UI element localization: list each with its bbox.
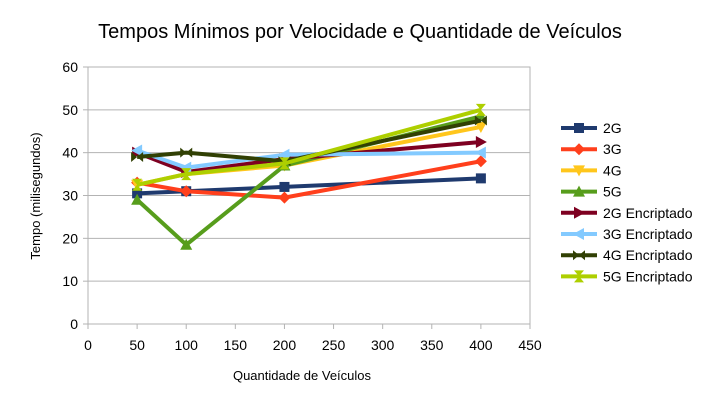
legend-swatch-marker — [574, 206, 585, 219]
legend-item-4g: 4G — [561, 162, 622, 178]
data-point-5g-encriptado — [132, 178, 143, 191]
legend-label: 5G Encriptado — [603, 268, 693, 284]
x-tick-label: 50 — [129, 337, 145, 353]
x-tick-label: 0 — [84, 337, 92, 353]
legend-label: 2G — [603, 120, 622, 136]
x-tick-label: 150 — [224, 337, 248, 353]
y-tick-label: 40 — [62, 145, 78, 161]
data-point-4g-encriptado — [474, 115, 487, 126]
legend-swatch-marker — [574, 270, 584, 283]
x-axis-label: Quantidade de Veículos — [233, 368, 372, 383]
data-point-5g — [131, 193, 144, 205]
legend-item-3g: 3G — [561, 141, 622, 157]
legend-label: 4G Encriptado — [603, 247, 693, 263]
x-tick-label: 300 — [371, 337, 395, 353]
legend-item-5g: 5G — [561, 184, 622, 200]
series-line-3g — [136, 159, 482, 200]
data-point-2g — [132, 188, 143, 199]
series-line-2g — [137, 176, 481, 196]
data-point-5g-encriptado — [279, 157, 290, 170]
legend-label: 3G — [603, 141, 622, 157]
x-tick-label: 100 — [175, 337, 199, 353]
series-line-2g-encriptado — [136, 139, 482, 174]
data-point-2g — [475, 173, 486, 184]
y-tick-label: 60 — [62, 59, 78, 75]
data-point-4g — [474, 121, 487, 133]
data-point-5g-encriptado — [181, 168, 192, 181]
series-line-4g-encriptado — [136, 118, 482, 164]
legend-item-2g-encriptado: 2G Encriptado — [561, 205, 693, 221]
legend-label: 5G — [603, 184, 622, 200]
data-point-3g — [278, 191, 291, 204]
legend-label: 3G Encriptado — [603, 226, 693, 242]
legend-item-3g-encriptado: 3G Encriptado — [561, 226, 693, 242]
y-tick-label: 50 — [62, 102, 78, 118]
legend-label: 2G Encriptado — [603, 205, 693, 221]
x-tick-label: 350 — [420, 337, 444, 353]
x-tick-label: 250 — [322, 337, 346, 353]
series-line-5g-encriptado — [136, 107, 482, 187]
y-axis-label: Tempo (milisegundos) — [28, 132, 43, 259]
legend-swatch-marker — [573, 228, 584, 240]
data-point-2g — [279, 181, 290, 192]
data-point-3g-encriptado — [131, 144, 143, 157]
data-point-4g-encriptado — [180, 147, 193, 158]
legend-item-2g: 2G — [561, 120, 622, 136]
data-point-3g — [474, 155, 487, 168]
legend-item-4g-encriptado: 4G Encriptado — [561, 247, 693, 263]
y-tick-label: 0 — [70, 316, 78, 332]
legend-swatch-marker — [573, 143, 585, 156]
series-5g-encriptado — [132, 103, 486, 191]
legend-label: 4G — [603, 162, 622, 178]
data-point-3g — [180, 185, 193, 198]
x-tick-label: 200 — [273, 337, 297, 353]
series-line-3g-encriptado — [136, 148, 481, 170]
legend-swatch-marker — [574, 123, 584, 133]
x-tick-label: 450 — [518, 337, 542, 353]
data-point-2g-encriptado — [475, 135, 487, 148]
chart-title: Tempos Mínimos por Velocidade e Quantida… — [98, 21, 622, 43]
legend-swatch-marker — [573, 185, 585, 197]
legend-swatch-marker — [573, 165, 585, 177]
plot-area: 0 10 20 30 40 50 60 0 50 100 150 200 250 300 350 400 450 — [62, 59, 541, 353]
data-point-5g-encriptado — [475, 103, 486, 116]
y-tick-label: 10 — [62, 273, 78, 289]
data-point-3g-encriptado — [474, 146, 486, 159]
y-tick-label: 30 — [62, 188, 78, 204]
legend-swatch-marker — [573, 250, 585, 261]
y-tick-label: 20 — [62, 230, 78, 246]
x-tick-label: 400 — [469, 337, 493, 353]
legend: 2G 3G 4G 5G 2G Encriptado 3G Encriptado 4G Enc… — [561, 120, 693, 284]
data-point-4g-encriptado — [131, 151, 144, 162]
legend-item-5g-encriptado: 5G Encriptado — [561, 268, 693, 284]
series-2g — [132, 173, 486, 199]
data-point-5g — [180, 238, 193, 250]
